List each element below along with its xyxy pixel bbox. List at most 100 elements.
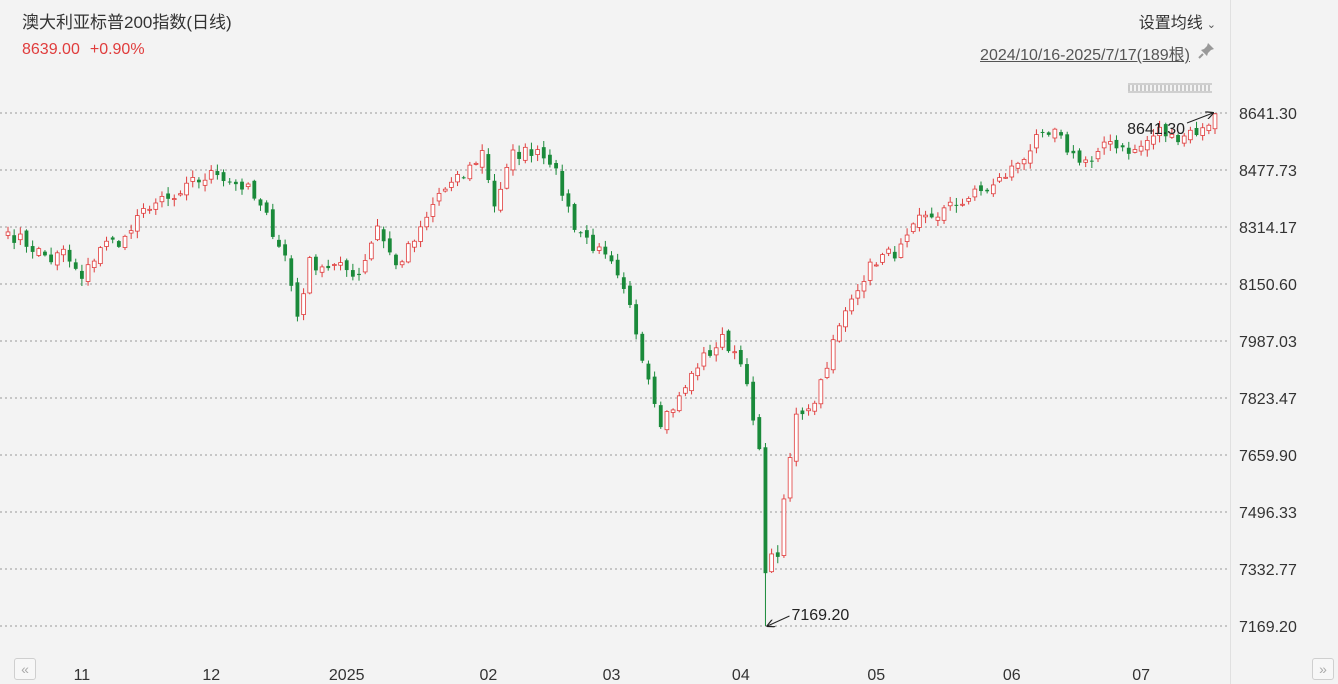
range-resize-handle[interactable] (1128, 83, 1212, 93)
candle-body (171, 198, 177, 200)
candle-body (751, 381, 756, 421)
candle (855, 284, 861, 306)
candle (732, 345, 737, 360)
candle (787, 452, 793, 502)
candle (171, 194, 177, 207)
candle (566, 189, 571, 213)
candle-body (529, 149, 534, 156)
candle-body (498, 188, 503, 211)
candle (830, 334, 836, 374)
candle-body (295, 282, 300, 317)
candle-body (184, 182, 189, 196)
candle-body (1169, 133, 1175, 138)
candle (720, 327, 725, 351)
candle (745, 358, 749, 387)
candle (344, 258, 349, 277)
candle (110, 235, 115, 244)
candle-body (91, 260, 97, 268)
candle-body (634, 304, 639, 335)
candle-body (910, 223, 916, 232)
candle (941, 205, 947, 224)
x-tick-label: 02 (479, 667, 497, 684)
last-price: 8639.00 (22, 41, 80, 58)
candle (357, 267, 361, 281)
candle (43, 250, 47, 257)
candle (1046, 131, 1051, 137)
chart-title: 澳大利亚标普200指数(日线) (22, 13, 232, 32)
candle (781, 494, 787, 558)
max-callout-arrow (1186, 113, 1213, 124)
candle (1151, 128, 1156, 150)
double-chevron-left-icon[interactable]: « (14, 658, 36, 680)
candle-body (215, 171, 220, 176)
candle (529, 142, 534, 163)
candle (449, 177, 454, 192)
candle (369, 241, 374, 261)
candle-body (1077, 150, 1082, 163)
candle-body (277, 239, 281, 247)
candle (818, 378, 824, 409)
candle-body (344, 260, 349, 271)
candle-body (1144, 140, 1150, 151)
candle (1138, 140, 1144, 156)
candle (381, 226, 386, 249)
candle-body (732, 351, 737, 354)
candle-body (708, 350, 712, 356)
candle (591, 228, 595, 254)
candle-body (1089, 160, 1094, 162)
candle-body (1200, 127, 1205, 136)
candle-body (1027, 150, 1033, 164)
candle-body (467, 164, 473, 180)
candle-body (252, 180, 257, 199)
candle (307, 255, 313, 295)
candle (892, 246, 897, 262)
pin-icon[interactable] (1198, 41, 1216, 59)
candle-body (30, 246, 35, 252)
candle-body (1126, 147, 1131, 154)
candle (141, 203, 146, 218)
candle-body (1101, 141, 1107, 149)
candle (812, 400, 818, 416)
candle (1157, 120, 1162, 143)
candle-body (190, 177, 196, 182)
candle (1114, 135, 1119, 154)
candle-body (904, 234, 910, 242)
candle (757, 414, 762, 451)
x-tick-label: 06 (1003, 667, 1021, 684)
candle-body (898, 243, 904, 258)
candle-body (1132, 149, 1138, 153)
candle-body (405, 243, 411, 263)
candle-body (122, 235, 128, 248)
candle (517, 145, 522, 166)
candle-body (1034, 134, 1039, 149)
candle-body (128, 230, 134, 234)
double-chevron-right-icon[interactable]: » (1312, 658, 1334, 680)
candle (12, 229, 17, 250)
candle (424, 211, 430, 231)
candle (430, 197, 436, 223)
candle-body (1052, 128, 1058, 139)
candle-body (1046, 132, 1051, 135)
candle (917, 207, 922, 232)
candle-body (1040, 131, 1045, 133)
date-range-link[interactable]: 2024/10/16-2025/7/17(189根) (980, 47, 1190, 64)
candle-body (208, 170, 214, 180)
candle (301, 288, 306, 321)
candle-body (1114, 139, 1119, 149)
candle-body (670, 409, 676, 413)
candle (541, 141, 546, 165)
candle-body (745, 364, 749, 385)
min-callout-label: 7169.20 (791, 607, 849, 624)
candle (147, 205, 152, 214)
candle (806, 404, 811, 416)
candle-body (1206, 124, 1212, 131)
candle (990, 178, 996, 197)
candle (713, 342, 719, 362)
candle (676, 391, 682, 413)
ma-setting-dropdown[interactable]: 设置均线 ⌄ (1139, 9, 1216, 33)
candle-body (399, 261, 405, 266)
candle-body (486, 154, 491, 181)
candle-body (775, 552, 780, 557)
candle (202, 173, 208, 192)
candle-body (812, 402, 818, 412)
